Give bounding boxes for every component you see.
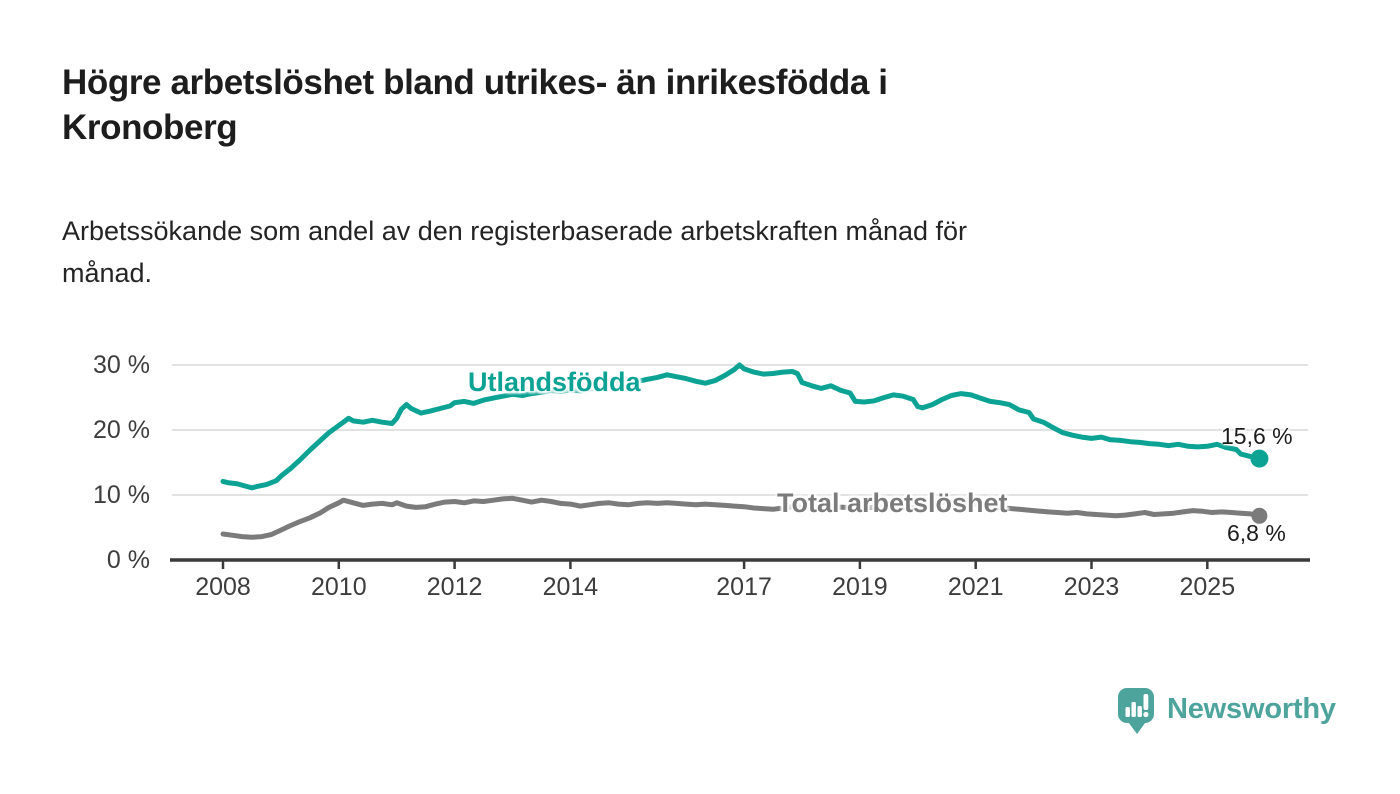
y-tick-label-10: 10 % bbox=[93, 481, 150, 509]
y-tick-label-30: 30 % bbox=[93, 351, 150, 379]
y-tick-label-0: 0 % bbox=[106, 546, 150, 574]
end-value-label-utlandsfodda: 15,6 % bbox=[1221, 423, 1293, 449]
x-tick-label-2019: 2019 bbox=[832, 573, 888, 601]
y-tick-label-20: 20 % bbox=[93, 416, 150, 444]
x-tick-label-2021: 2021 bbox=[947, 573, 1004, 601]
series-label-total-arbetsloshet: Total arbetslöshet bbox=[777, 488, 1008, 518]
series-line-0 bbox=[220, 362, 1262, 491]
series-line-1 bbox=[220, 495, 1262, 540]
chart-title: Högre arbetslöshet bland utrikes- än inr… bbox=[62, 60, 1262, 150]
x-tick-label-2023: 2023 bbox=[1063, 573, 1120, 601]
chart-subtitle: Arbetssökande som andel av den registerb… bbox=[62, 210, 1282, 294]
chart-subtitle-line2: månad. bbox=[62, 258, 153, 288]
newsworthy-wordmark: Newsworthy bbox=[1167, 693, 1336, 725]
series-end-dot-1 bbox=[1251, 507, 1268, 524]
x-tick-label-2010: 2010 bbox=[310, 573, 367, 601]
x-tick-label-2014: 2014 bbox=[542, 573, 599, 601]
series-label-utlandsfodda: Utlandsfödda bbox=[468, 367, 641, 397]
chart-title-line1: Högre arbetslöshet bland utrikes- än inr… bbox=[62, 63, 888, 102]
chart-subtitle-line1: Arbetssökande som andel av den registerb… bbox=[62, 216, 968, 246]
series-end-dot-0 bbox=[1250, 449, 1269, 468]
end-value-label-total: 6,8 % bbox=[1227, 520, 1286, 546]
newsworthy-logo-icon bbox=[1118, 688, 1154, 734]
x-tick-label-2008: 2008 bbox=[195, 573, 251, 601]
x-tick-label-2025: 2025 bbox=[1179, 573, 1236, 601]
chart-title-line2: Kronoberg bbox=[62, 108, 238, 147]
x-tick-label-2017: 2017 bbox=[716, 573, 772, 601]
x-tick-label-2012: 2012 bbox=[426, 573, 483, 601]
